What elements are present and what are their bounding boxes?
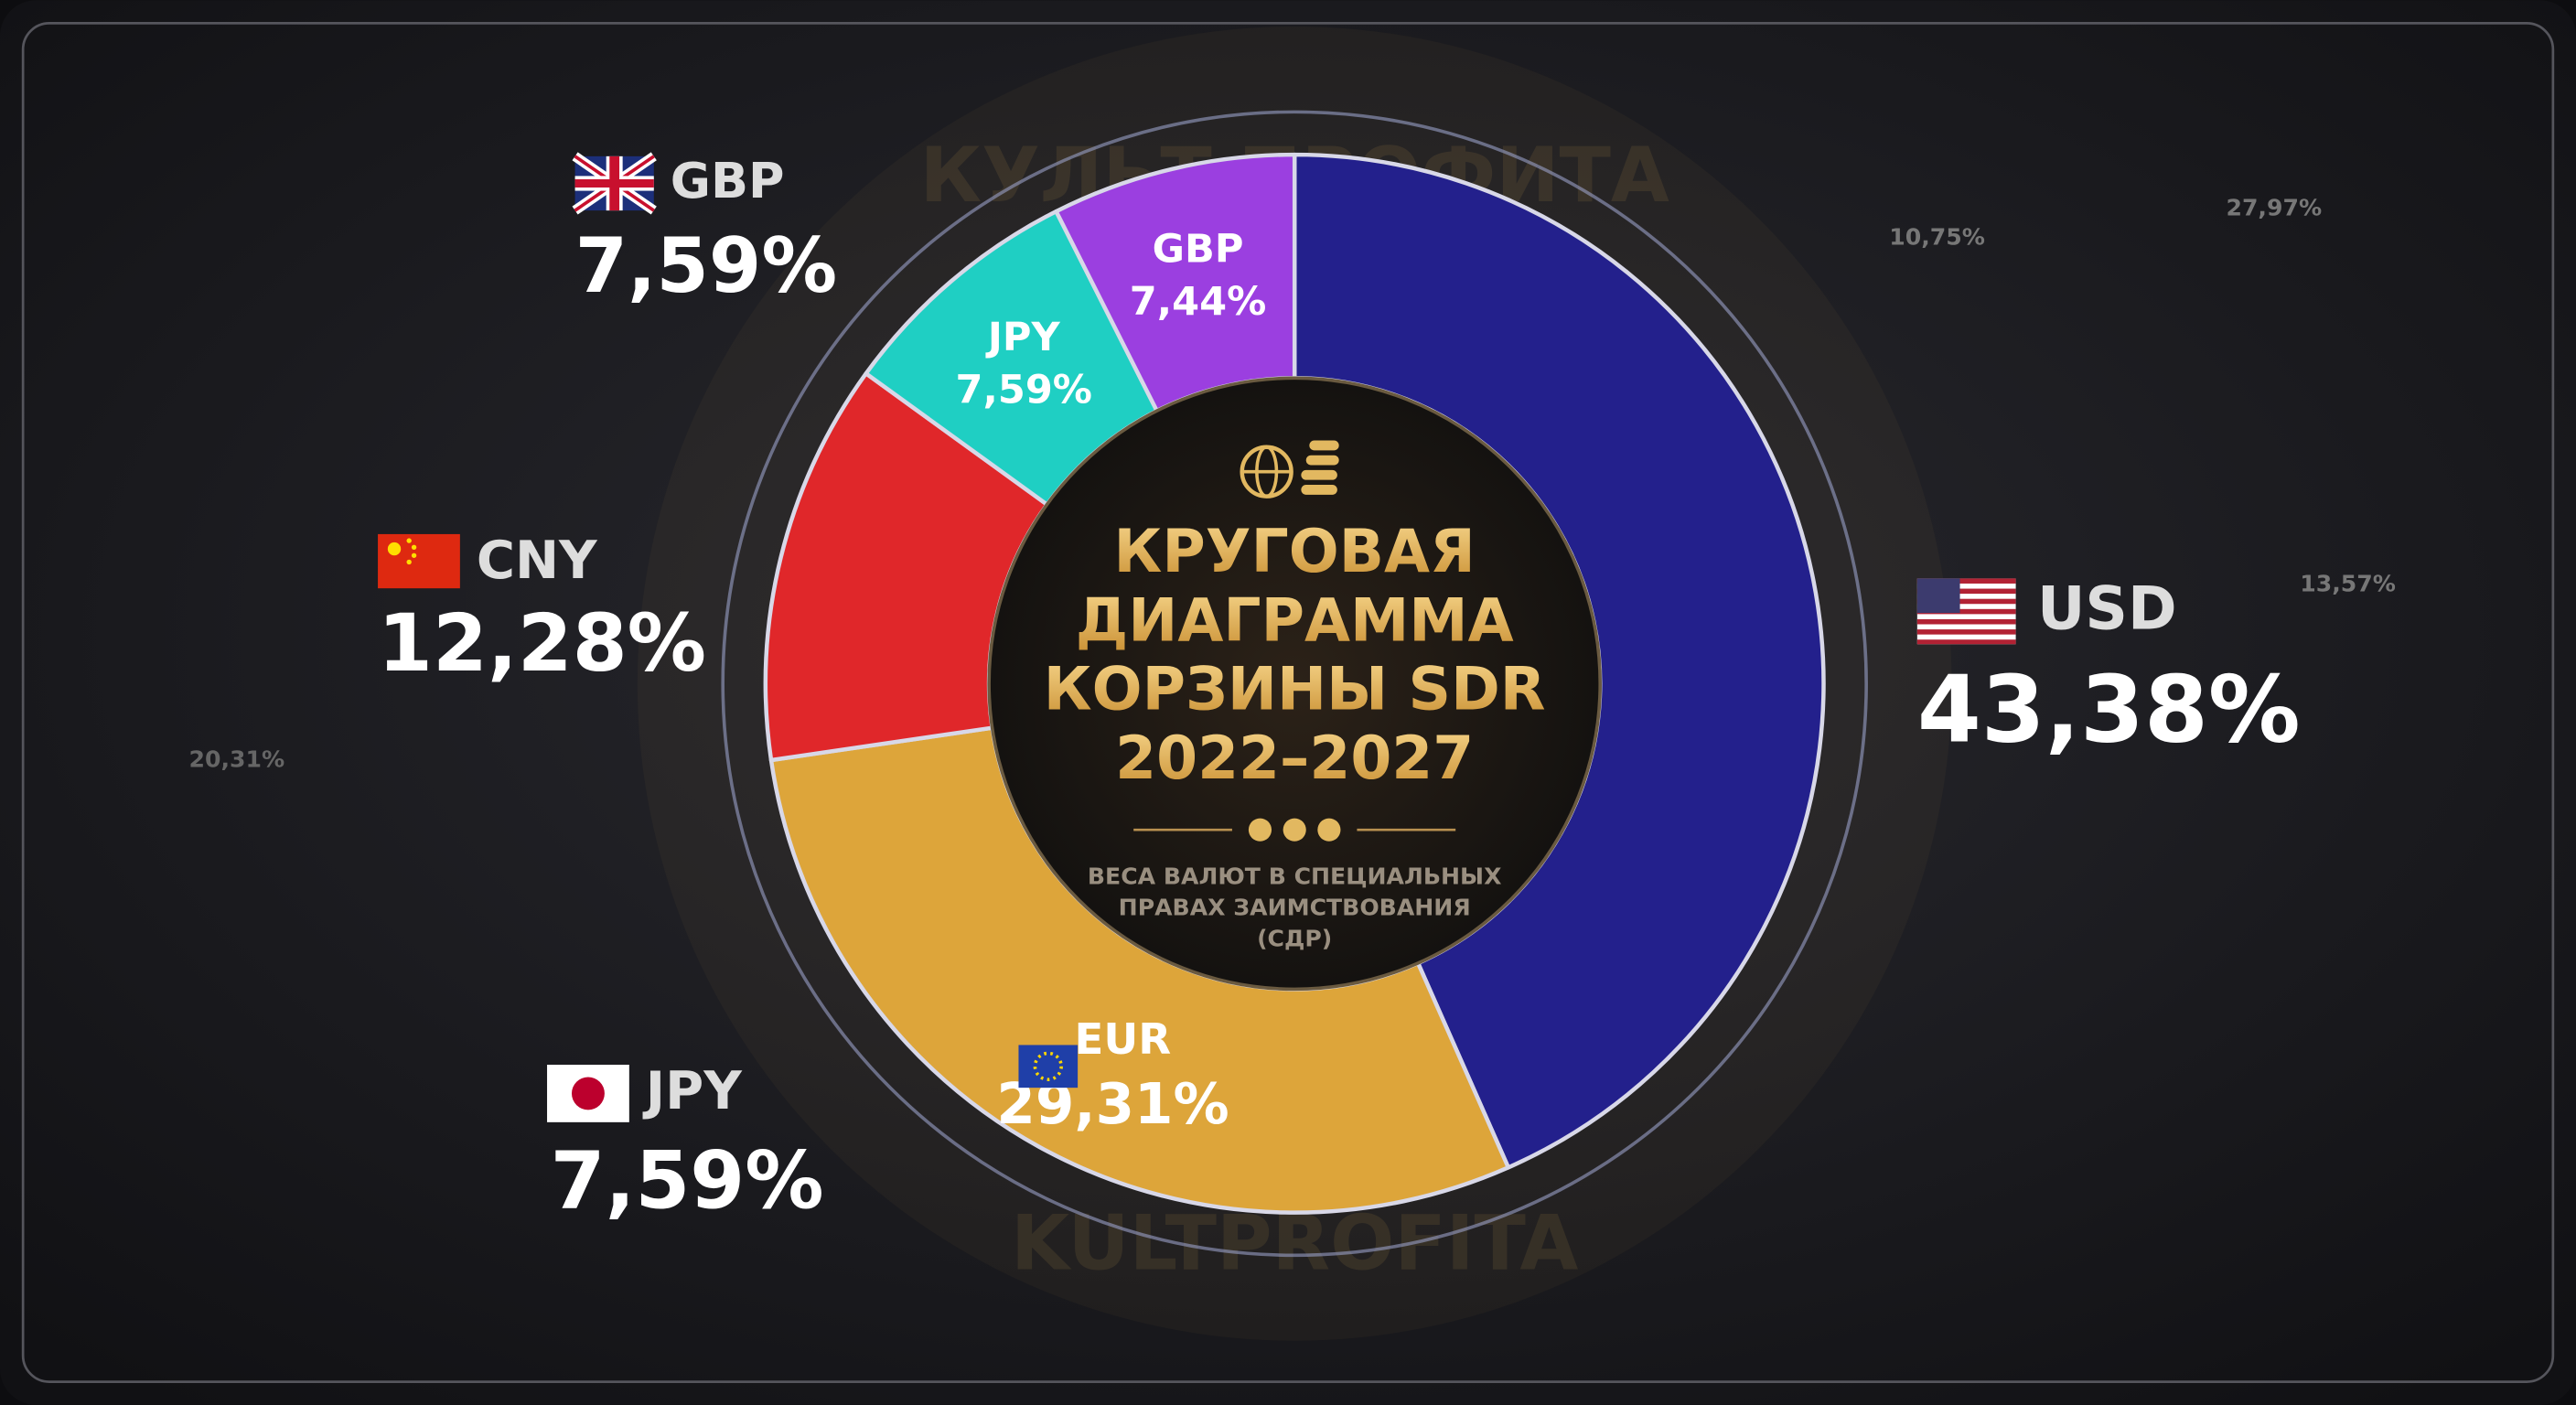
flag-usd bbox=[1916, 578, 2016, 645]
title-line: КОРЗИНЫ SDR bbox=[1044, 656, 1546, 724]
flag-cny bbox=[378, 533, 460, 589]
inner-label-value: 7,44% bbox=[1130, 279, 1267, 325]
background-label: 13,57% bbox=[2300, 571, 2396, 597]
inner-label-name: GBP bbox=[1153, 226, 1244, 272]
subtitle-line: (СДР) bbox=[1257, 926, 1332, 952]
flag-gbp bbox=[572, 152, 657, 215]
flag-eur bbox=[1018, 1045, 1079, 1089]
callout-value: 7,59% bbox=[575, 222, 838, 310]
subtitle-line: ВЕСА ВАЛЮТ В СПЕЦИАЛЬНЫХ bbox=[1088, 863, 1502, 889]
callout-name: GBP bbox=[671, 152, 785, 209]
flag-jpy bbox=[547, 1065, 629, 1122]
outer-ring bbox=[721, 110, 1868, 1258]
subtitle-line: ПРАВАХ ЗАИМСТВОВАНИЯ bbox=[1119, 894, 1471, 920]
title-line: ДИАГРАММА bbox=[1076, 586, 1514, 655]
callout-name: CNY bbox=[477, 530, 598, 591]
frame bbox=[21, 22, 2555, 1383]
callouts: GBP 7,59% CNY 12,28% USD 43,38% JPY 7,59% bbox=[378, 152, 2301, 1227]
callout-name: JPY bbox=[642, 1060, 743, 1121]
background-label: 20,31% bbox=[189, 746, 285, 773]
icon bbox=[1240, 440, 1339, 499]
inner-label-name: JPY bbox=[985, 315, 1061, 360]
title-line: 2022–2027 bbox=[1115, 724, 1474, 793]
background-label: 27,97% bbox=[2226, 194, 2322, 220]
callout-value: 12,28% bbox=[378, 598, 706, 690]
callout-name: USD bbox=[2037, 575, 2177, 644]
center-disc bbox=[987, 376, 1603, 992]
callout-value: 43,38% bbox=[1917, 657, 2301, 764]
subtitle: ВЕСА ВАЛЮТ В СПЕЦИАЛЬНЫХ ПРАВАХ ЗАИМСТВОВ… bbox=[1088, 863, 1502, 951]
divider bbox=[1133, 818, 1456, 842]
inner-label-name: EUR bbox=[1074, 1015, 1171, 1065]
title-line: КРУГОВАЯ bbox=[1114, 518, 1476, 586]
callout-value: 7,59% bbox=[551, 1135, 824, 1227]
background-label: 10,75% bbox=[1889, 224, 1985, 251]
inner-label-value: 7,59% bbox=[955, 367, 1092, 413]
